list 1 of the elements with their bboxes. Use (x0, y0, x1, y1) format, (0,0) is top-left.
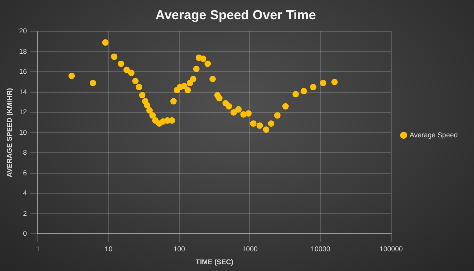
chart-title: Average Speed Over Time (156, 7, 316, 22)
